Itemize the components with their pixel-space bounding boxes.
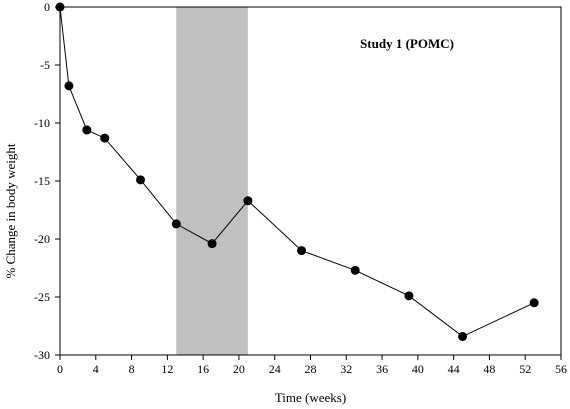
series-line (59, 6, 535, 337)
y-axis-title: % Change in body weight (3, 143, 18, 278)
data-point (82, 125, 92, 135)
data-point (136, 175, 146, 185)
y-tick-label: -20 (34, 232, 50, 246)
data-point (297, 246, 307, 256)
x-tick-label: 40 (412, 362, 424, 376)
data-point (404, 291, 414, 301)
x-tick-label: 20 (233, 362, 245, 376)
x-tick-label: 24 (269, 362, 281, 376)
y-tick-label: 0 (44, 0, 50, 14)
y-tick-label: -10 (34, 116, 50, 130)
x-tick-label: 8 (129, 362, 135, 376)
data-point (350, 265, 360, 275)
x-tick-label: 44 (448, 362, 460, 376)
data-points (55, 2, 539, 341)
x-tick-label: 48 (483, 362, 495, 376)
plot-frame (59, 6, 562, 356)
axis-ticks (55, 6, 562, 360)
data-point (458, 331, 468, 341)
data-point (64, 81, 74, 91)
y-tick-label: -5 (40, 58, 50, 72)
x-tick-label: 0 (57, 362, 63, 376)
y-tick-label: -30 (34, 348, 50, 362)
x-tick-label: 32 (340, 362, 352, 376)
x-tick-label: 12 (161, 362, 173, 376)
y-tick-label: -25 (34, 290, 50, 304)
x-tick-label: 4 (93, 362, 99, 376)
y-tick-label: -15 (34, 174, 50, 188)
x-tick-label: 52 (519, 362, 531, 376)
shaded-region (176, 7, 248, 355)
data-point (100, 133, 110, 143)
x-tick-label: 36 (376, 362, 388, 376)
data-point (243, 196, 253, 206)
data-point (171, 219, 181, 229)
x-tick-label: 16 (197, 362, 209, 376)
x-tick-label: 56 (555, 362, 567, 376)
tick-labels: 0 4 8 12 16 20 24 28 32 36 40 44 48 52 560-5-10-15-20-… (34, 0, 567, 376)
x-axis-title: Time (weeks) (275, 390, 346, 405)
data-point (529, 298, 539, 308)
data-point (207, 239, 217, 249)
x-tick-label: 28 (305, 362, 317, 376)
chart-annotation: Study 1 (POMC) (360, 36, 454, 51)
